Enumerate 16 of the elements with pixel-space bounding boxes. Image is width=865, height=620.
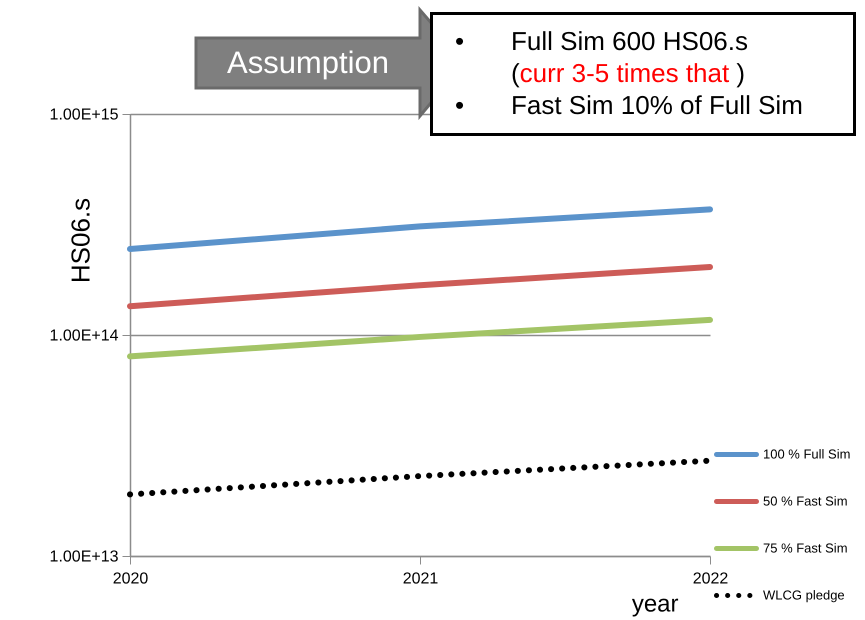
- x-tick-label: 2020: [112, 570, 148, 588]
- legend-label: 75 % Fast Sim: [763, 540, 848, 556]
- y-tick-label: 1.00E+15: [50, 106, 119, 124]
- legend-label: WLCG pledge: [763, 588, 845, 602]
- y-axis-title: HS06.s: [66, 198, 96, 284]
- x-axis-title: year: [632, 590, 679, 618]
- callout-box: • Full Sim 600 HS06.s (curr 3-5 times that ) • Fast Sim 10% of Full Sim: [430, 12, 856, 136]
- annotation: Fast Sim 10% of Full Sim: [511, 90, 803, 120]
- x-tick-label: 2021: [402, 570, 438, 588]
- legend-label: 50 % Fast Sim: [763, 494, 848, 508]
- y-tick-label: 1.00E+14: [50, 328, 119, 344]
- y-tick-label: 1.00E+13: [50, 548, 119, 566]
- x-tick-label: 2022: [692, 570, 728, 588]
- annotation: •: [455, 89, 466, 121]
- legend-label: 100 % Full Sim: [763, 446, 850, 462]
- text: Assumption: [226, 44, 390, 82]
